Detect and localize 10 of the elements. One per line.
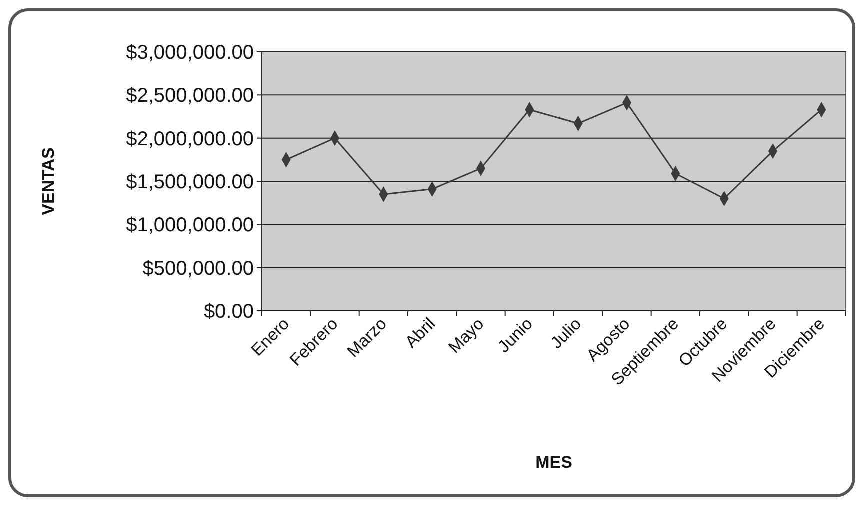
y-tick-label: $2,000,000.00 xyxy=(126,128,254,150)
y-tick-label: $1,500,000.00 xyxy=(126,172,254,194)
y-tick-label: $0.00 xyxy=(204,301,254,323)
y-tick-label: $1,000,000.00 xyxy=(126,214,254,237)
x-axis-title: MES xyxy=(536,453,572,472)
y-tick-label: $3,000,000.00 xyxy=(126,42,254,64)
x-tick-label: Julio xyxy=(547,314,586,353)
y-axis-title: VENTAS xyxy=(39,148,58,216)
y-tick-label: $500,000.00 xyxy=(142,258,254,280)
y-tick-label: $2,500,000.00 xyxy=(126,85,254,108)
